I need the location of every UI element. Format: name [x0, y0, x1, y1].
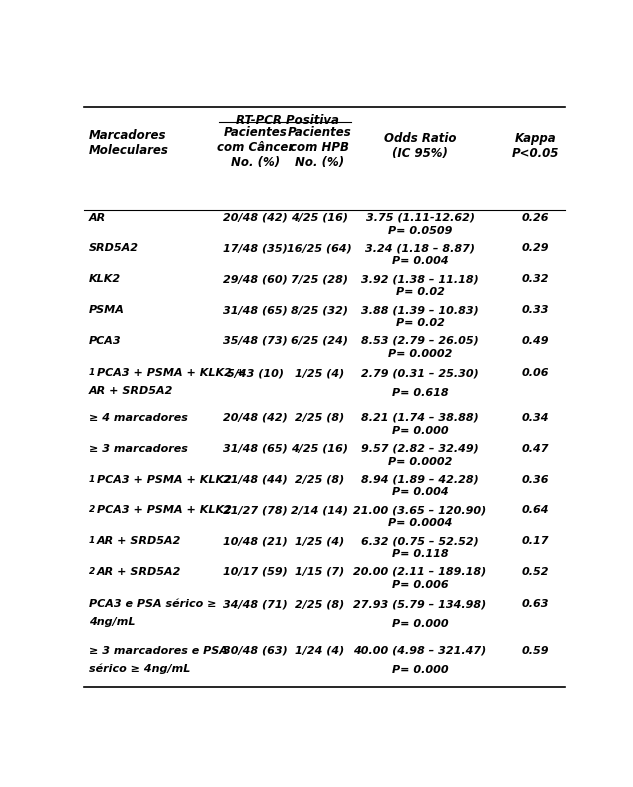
Text: P= 0.006: P= 0.006: [392, 580, 448, 590]
Text: PCA3 + PSMA + KLK2 +: PCA3 + PSMA + KLK2 +: [97, 368, 245, 379]
Text: AR + SRD5A2: AR + SRD5A2: [97, 567, 181, 577]
Text: 31/48 (65): 31/48 (65): [223, 444, 288, 454]
Text: 1: 1: [89, 475, 95, 483]
Text: P= 0.02: P= 0.02: [396, 287, 444, 297]
Text: 0.49: 0.49: [522, 336, 549, 346]
Text: AR + SRD5A2: AR + SRD5A2: [97, 536, 181, 546]
Text: 2.79 (0.31 – 25.30): 2.79 (0.31 – 25.30): [361, 368, 479, 379]
Text: ≥ 3 marcadores: ≥ 3 marcadores: [89, 444, 188, 454]
Text: 0.32: 0.32: [522, 275, 549, 284]
Text: 21/27 (78): 21/27 (78): [223, 505, 288, 515]
Text: 34/48 (71): 34/48 (71): [223, 599, 288, 609]
Text: 9.57 (2.82 – 32.49): 9.57 (2.82 – 32.49): [361, 444, 479, 454]
Text: ≥ 3 marcadores e PSA: ≥ 3 marcadores e PSA: [89, 645, 228, 656]
Text: SRD5A2: SRD5A2: [89, 243, 139, 253]
Text: 21/48 (44): 21/48 (44): [223, 475, 288, 485]
Text: PSMA: PSMA: [89, 305, 125, 315]
Text: 8.21 (1.74 – 38.88): 8.21 (1.74 – 38.88): [361, 413, 479, 423]
Text: PCA3 e PSA sérico ≥: PCA3 e PSA sérico ≥: [89, 599, 216, 609]
Text: 29/48 (60): 29/48 (60): [223, 275, 288, 284]
Text: 4/25 (16): 4/25 (16): [291, 444, 348, 454]
Text: 20/48 (42): 20/48 (42): [223, 413, 288, 423]
Text: 20/48 (42): 20/48 (42): [223, 212, 288, 223]
Text: 7/25 (28): 7/25 (28): [291, 275, 348, 284]
Text: 0.64: 0.64: [522, 505, 549, 515]
Text: 5/43 (10): 5/43 (10): [227, 368, 284, 379]
Text: 1/24 (4): 1/24 (4): [295, 645, 344, 656]
Text: KLK2: KLK2: [89, 275, 121, 284]
Text: P= 0.0002: P= 0.0002: [388, 456, 452, 467]
Text: P= 0.000: P= 0.000: [392, 665, 448, 675]
Text: 6.32 (0.75 – 52.52): 6.32 (0.75 – 52.52): [361, 536, 479, 546]
Text: 0.52: 0.52: [522, 567, 549, 577]
Text: 0.06: 0.06: [522, 368, 549, 379]
Text: 6/25 (24): 6/25 (24): [291, 336, 348, 346]
Text: 3.24 (1.18 – 8.87): 3.24 (1.18 – 8.87): [365, 243, 475, 253]
Text: 2/25 (8): 2/25 (8): [295, 413, 344, 423]
Text: Pacientes
com HPB
No. (%): Pacientes com HPB No. (%): [287, 126, 351, 169]
Text: 0.36: 0.36: [522, 475, 549, 485]
Text: 2/25 (8): 2/25 (8): [295, 599, 344, 609]
Text: 0.34: 0.34: [522, 413, 549, 423]
Text: 4ng/mL: 4ng/mL: [89, 617, 135, 627]
Text: P= 0.004: P= 0.004: [392, 257, 448, 267]
Text: 1: 1: [89, 536, 95, 545]
Text: 17/48 (35): 17/48 (35): [223, 243, 288, 253]
Text: Kappa
P<0.05: Kappa P<0.05: [511, 132, 559, 160]
Text: P= 0.0509: P= 0.0509: [388, 226, 452, 235]
Text: Pacientes
com Câncer
No. (%): Pacientes com Câncer No. (%): [217, 126, 294, 169]
Text: 1/15 (7): 1/15 (7): [295, 567, 344, 577]
Text: 2: 2: [89, 567, 95, 576]
Text: sérico ≥ 4ng/mL: sérico ≥ 4ng/mL: [89, 663, 191, 674]
Text: 3.75 (1.11-12.62): 3.75 (1.11-12.62): [366, 212, 475, 223]
Text: 40.00 (4.98 – 321.47): 40.00 (4.98 – 321.47): [353, 645, 487, 656]
Text: 3.92 (1.38 – 11.18): 3.92 (1.38 – 11.18): [361, 275, 479, 284]
Text: 1/25 (4): 1/25 (4): [295, 536, 344, 546]
Text: AR: AR: [89, 212, 106, 223]
Text: 2/25 (8): 2/25 (8): [295, 475, 344, 485]
Text: 1: 1: [89, 368, 95, 377]
Text: Odds Ratio
(IC 95%): Odds Ratio (IC 95%): [384, 132, 456, 160]
Text: 2: 2: [89, 505, 95, 515]
Text: P= 0.618: P= 0.618: [392, 388, 448, 397]
Text: 8/25 (32): 8/25 (32): [291, 305, 348, 315]
Text: PCA3 + PSMA + KLK2: PCA3 + PSMA + KLK2: [97, 475, 232, 485]
Text: 16/25 (64): 16/25 (64): [287, 243, 352, 253]
Text: 8.53 (2.79 – 26.05): 8.53 (2.79 – 26.05): [361, 336, 479, 346]
Text: P= 0.02: P= 0.02: [396, 318, 444, 328]
Text: 0.17: 0.17: [522, 536, 549, 546]
Text: P= 0.004: P= 0.004: [392, 487, 448, 497]
Text: 0.59: 0.59: [522, 645, 549, 656]
Text: RT-PCR Positiva: RT-PCR Positiva: [236, 114, 339, 127]
Text: 0.26: 0.26: [522, 212, 549, 223]
Text: 31/48 (65): 31/48 (65): [223, 305, 288, 315]
Text: Marcadores
Moleculares: Marcadores Moleculares: [89, 129, 169, 157]
Text: PCA3 + PSMA + KLK2: PCA3 + PSMA + KLK2: [97, 505, 232, 515]
Text: 4/25 (16): 4/25 (16): [291, 212, 348, 223]
Text: 1/25 (4): 1/25 (4): [295, 368, 344, 379]
Text: P= 0.0002: P= 0.0002: [388, 349, 452, 359]
Text: 0.33: 0.33: [522, 305, 549, 315]
Text: 21.00 (3.65 – 120.90): 21.00 (3.65 – 120.90): [353, 505, 487, 515]
Text: 10/17 (59): 10/17 (59): [223, 567, 288, 577]
Text: 0.29: 0.29: [522, 243, 549, 253]
Text: 3.88 (1.39 – 10.83): 3.88 (1.39 – 10.83): [361, 305, 479, 315]
Text: AR + SRD5A2: AR + SRD5A2: [89, 386, 173, 396]
Text: 30/48 (63): 30/48 (63): [223, 645, 288, 656]
Text: 20.00 (2.11 – 189.18): 20.00 (2.11 – 189.18): [353, 567, 487, 577]
Text: P= 0.000: P= 0.000: [392, 619, 448, 629]
Text: 0.63: 0.63: [522, 599, 549, 609]
Text: P= 0.000: P= 0.000: [392, 426, 448, 436]
Text: 8.94 (1.89 – 42.28): 8.94 (1.89 – 42.28): [361, 475, 479, 485]
Text: P= 0.0004: P= 0.0004: [388, 519, 452, 528]
Text: P= 0.118: P= 0.118: [392, 549, 448, 559]
Text: ≥ 4 marcadores: ≥ 4 marcadores: [89, 413, 188, 423]
Text: 10/48 (21): 10/48 (21): [223, 536, 288, 546]
Text: 27.93 (5.79 – 134.98): 27.93 (5.79 – 134.98): [353, 599, 487, 609]
Text: PCA3: PCA3: [89, 336, 122, 346]
Text: 2/14 (14): 2/14 (14): [291, 505, 348, 515]
Text: 35/48 (73): 35/48 (73): [223, 336, 288, 346]
Text: 0.47: 0.47: [522, 444, 549, 454]
